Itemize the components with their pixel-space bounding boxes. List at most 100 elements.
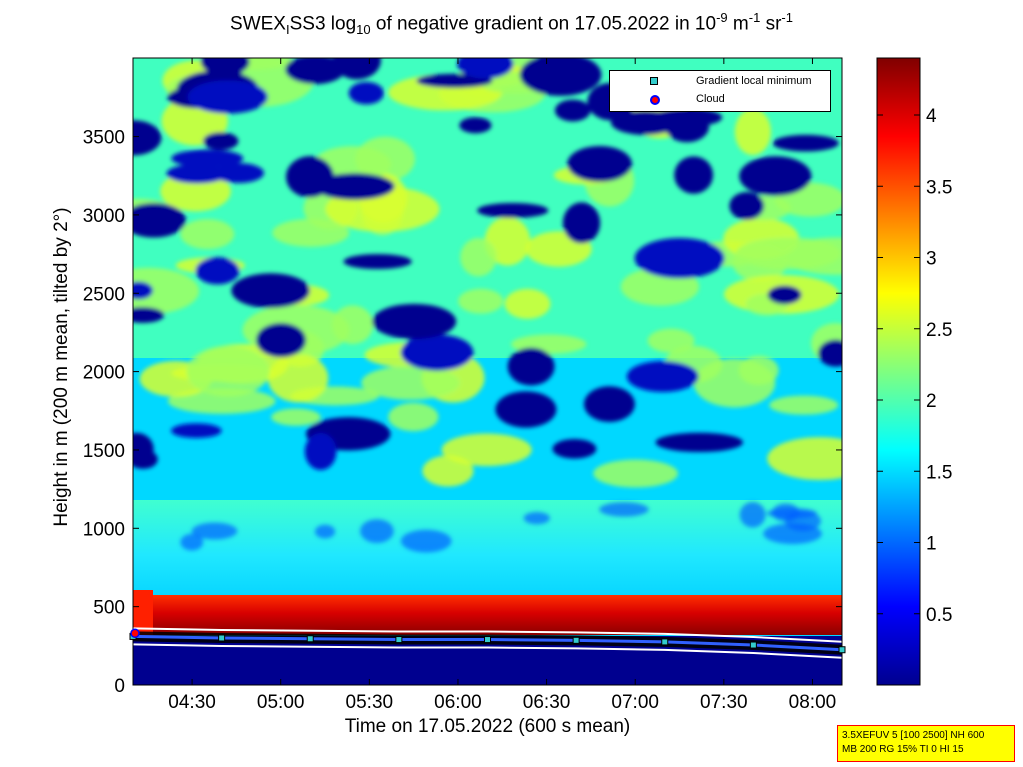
heatmap-cell xyxy=(255,322,307,358)
heatmap-cell xyxy=(186,345,270,397)
heatmap-cell xyxy=(400,529,452,553)
heatmap-cell xyxy=(360,519,394,543)
heatmap-cell xyxy=(767,437,842,480)
heatmap-cell xyxy=(507,347,555,386)
gradient-minimum-point xyxy=(395,636,403,644)
y-tick-label: 2000 xyxy=(83,363,125,384)
gradient-minimum-point xyxy=(484,636,491,644)
cloud-boundary-line xyxy=(133,627,842,643)
ground-boundary-line xyxy=(133,643,842,659)
heatmap-cell xyxy=(133,202,186,238)
heatmap-cell xyxy=(133,432,154,466)
heatmap-cell xyxy=(477,202,549,218)
heatmap-cell xyxy=(343,254,412,270)
x-axis-label: Time on 17.05.2022 (600 s mean) xyxy=(344,716,631,737)
heatmap-cell xyxy=(552,438,597,459)
heatmap-cell xyxy=(626,361,699,393)
heatmap-cell xyxy=(610,110,680,135)
heatmap-cell xyxy=(195,257,240,285)
cloud-point xyxy=(130,628,140,639)
x-tick-label: 08:00 xyxy=(789,692,837,713)
heatmap-cell xyxy=(286,156,334,198)
heatmap-cell xyxy=(458,288,504,314)
heatmap-cell xyxy=(180,533,204,551)
legend-label: Cloud xyxy=(696,93,725,105)
heatmap-cell xyxy=(171,423,222,438)
square-marker-icon xyxy=(650,77,658,85)
heatmap-cell xyxy=(187,80,268,114)
heatmap-cell xyxy=(167,388,276,414)
y-tick-label: 500 xyxy=(93,598,125,619)
legend-item-gradient: Gradient local minimum xyxy=(610,74,830,90)
info-line: 3.5XEFUV 5 [100 2500] NH 600 xyxy=(842,730,985,741)
heatmap-cell xyxy=(304,432,337,471)
heatmap-cell xyxy=(212,163,264,184)
heatmap-cell xyxy=(693,358,776,408)
y-tick-label: 1500 xyxy=(83,441,125,462)
heatmap-cell xyxy=(763,523,822,545)
heatmap-cell xyxy=(202,132,239,150)
x-tick-label: 07:30 xyxy=(700,692,748,713)
legend: Gradient local minimum Cloud xyxy=(609,70,831,112)
x-tick-label: 05:30 xyxy=(346,692,394,713)
heatmap-cell xyxy=(647,328,695,353)
heatmap-cell xyxy=(593,459,678,488)
heatmap-cell xyxy=(495,391,557,428)
heatmap-cell xyxy=(372,303,457,340)
heatmap-cell xyxy=(734,108,772,156)
plot-area xyxy=(133,58,842,685)
gradient-minimum-point xyxy=(218,634,226,642)
heatmap-cell xyxy=(285,58,345,85)
heatmap-cell xyxy=(133,120,162,156)
heatmap-cell xyxy=(459,117,492,134)
heatmap-cell xyxy=(567,145,633,183)
heatmap-cell xyxy=(655,432,744,453)
heatmap-cell xyxy=(523,512,550,525)
heatmap-cell xyxy=(422,455,474,487)
heatmap-cell xyxy=(460,238,497,277)
heatmap-cell xyxy=(231,273,310,309)
gradient-minimum-point xyxy=(838,646,846,654)
heatmap-cell xyxy=(267,353,329,403)
y-tick-label: 2500 xyxy=(83,284,125,305)
x-tick-label: 06:30 xyxy=(523,692,571,713)
heatmap-cell xyxy=(599,502,649,517)
colorbar-tick-label: 2 xyxy=(926,391,937,412)
y-tick-label: 3500 xyxy=(83,128,125,149)
gradient-minimum-point xyxy=(749,641,757,649)
heatmap-cell xyxy=(133,267,200,315)
colorbar-tick-label: 1.5 xyxy=(926,462,952,483)
circle-marker-icon xyxy=(650,95,660,105)
heatmap-cell xyxy=(314,524,336,539)
gradient-minimum-point xyxy=(306,635,314,643)
chart-title: SWEXISS3 log10 of negative gradient on 1… xyxy=(230,10,793,38)
y-axis: 0 500 1000 1500 2000 2500 3000 3500 xyxy=(83,128,842,697)
y-tick-label: 3000 xyxy=(83,206,125,227)
colorbar-ticks: 0.5 1 1.5 2 2.5 3 3.5 4 xyxy=(877,106,952,626)
heatmap-cell xyxy=(332,305,374,345)
colorbar-tick-label: 1 xyxy=(926,534,937,555)
legend-label: Gradient local minimum xyxy=(696,75,812,87)
colorbar-tick-label: 3 xyxy=(926,249,937,270)
heatmap-cell xyxy=(457,58,514,79)
x-tick-label: 06:00 xyxy=(434,692,482,713)
legend-item-cloud: Cloud xyxy=(610,92,830,108)
x-axis: 04:30 05:00 05:30 06:00 06:30 07:00 07:30 08:00 xyxy=(168,58,836,713)
heatmap-cell xyxy=(767,285,802,305)
cloud-series xyxy=(130,628,140,639)
heatmap-cell xyxy=(133,281,154,300)
heatmap-cell xyxy=(166,163,228,184)
colorbar-tick-label: 0.5 xyxy=(926,605,952,626)
heatmap-cell xyxy=(133,307,165,323)
heatmap-cell xyxy=(388,402,439,432)
heatmap-cell xyxy=(400,334,474,371)
heatmap-cell xyxy=(562,202,601,244)
heatmap-cell xyxy=(441,433,532,467)
heatmap-cell xyxy=(191,522,238,540)
heatmap-cell xyxy=(361,365,460,400)
heatmap-cell xyxy=(766,508,818,519)
heatmap-cell xyxy=(504,288,551,319)
heatmap-cell xyxy=(729,192,765,220)
heatmap-cell xyxy=(314,173,395,200)
gradient-minimum-point xyxy=(572,636,580,644)
